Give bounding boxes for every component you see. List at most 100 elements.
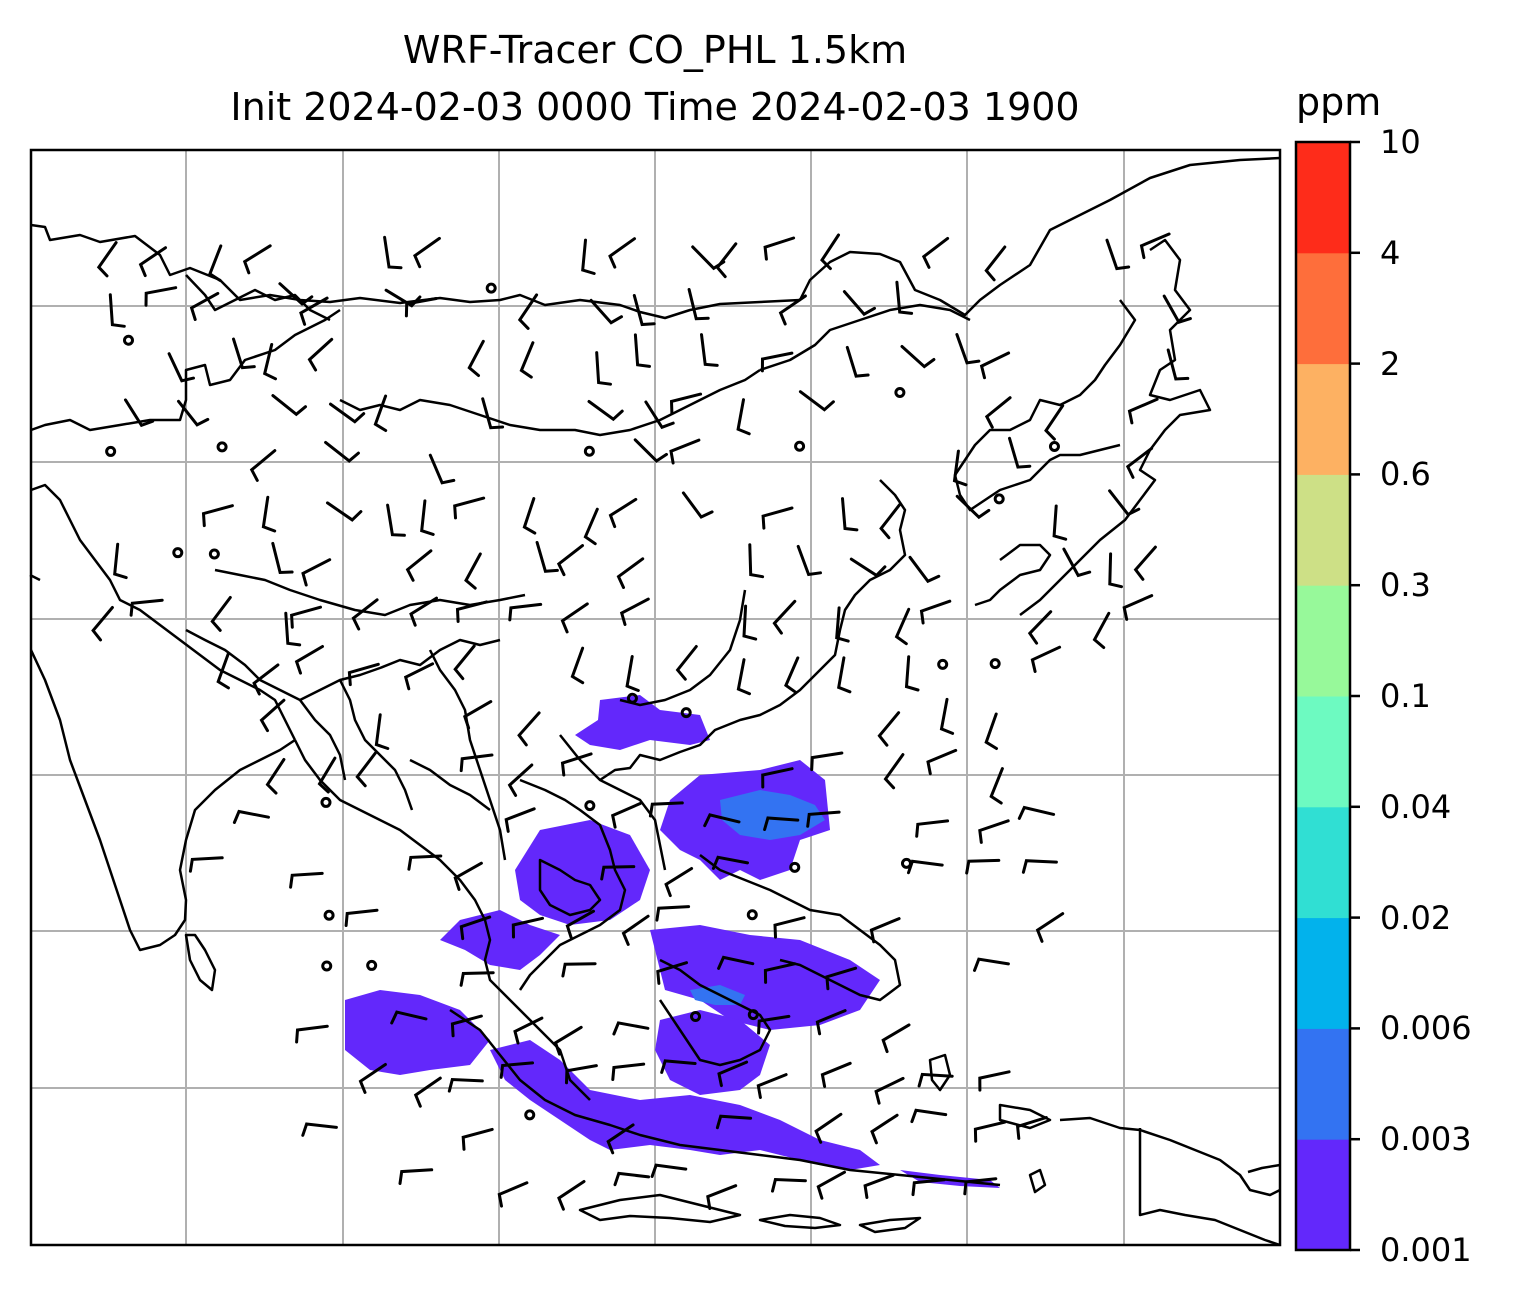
wind-barb xyxy=(763,236,796,261)
wind-barb xyxy=(499,1061,534,1079)
wind-barb xyxy=(664,867,694,898)
wind-barb xyxy=(347,662,380,687)
calm-wind-marker xyxy=(680,707,692,719)
colorbar-segment xyxy=(1296,1028,1350,1140)
wind-barb xyxy=(517,711,541,747)
wind-barb xyxy=(984,245,1007,282)
wind-barb xyxy=(978,1070,1011,1092)
wind-barb xyxy=(939,697,955,735)
colorbar-tick-label: 0.04 xyxy=(1380,787,1452,826)
wind-barb xyxy=(841,497,859,532)
wind-barb xyxy=(870,1113,899,1145)
wind-barb xyxy=(1062,547,1092,578)
calm-wind-marker xyxy=(900,857,912,869)
wind-barb xyxy=(711,855,749,870)
calm-wind-marker xyxy=(626,692,638,704)
colorbar-segment xyxy=(1296,585,1350,697)
wind-barb xyxy=(407,854,443,871)
wind-barb xyxy=(1108,489,1141,517)
wind-barb xyxy=(863,1173,895,1199)
wind-barb xyxy=(874,1076,905,1105)
colorbar-tick-label: 0.3 xyxy=(1380,566,1431,605)
wind-barb xyxy=(815,1009,847,1036)
calm-wind-marker xyxy=(789,861,801,873)
colorbar-tick-label: 0.001 xyxy=(1380,1231,1472,1269)
wind-barb xyxy=(329,402,366,424)
wind-barb xyxy=(249,449,277,482)
calm-wind-marker xyxy=(746,909,758,921)
wind-barb xyxy=(869,917,901,944)
wind-barb xyxy=(845,345,870,378)
wind-barb xyxy=(612,1021,650,1036)
wind-barb xyxy=(413,236,441,269)
wind-barb xyxy=(1122,594,1154,621)
wind-barb xyxy=(507,763,534,797)
wind-barb xyxy=(124,398,155,428)
wind-barb xyxy=(632,294,656,327)
wind-barb xyxy=(447,1077,484,1093)
wind-barb xyxy=(453,861,483,891)
wind-barb xyxy=(1108,552,1123,589)
wind-barb xyxy=(742,604,758,641)
wind-barb xyxy=(773,916,806,939)
wind-barb xyxy=(979,351,1011,380)
colorbar-tick-label: 0.003 xyxy=(1380,1120,1472,1159)
wind-barb xyxy=(519,341,535,379)
wind-barb xyxy=(1166,348,1190,381)
wind-barb xyxy=(915,819,950,838)
calm-wind-marker xyxy=(993,493,1005,505)
calm-wind-marker xyxy=(172,547,184,559)
wind-barb xyxy=(879,503,901,540)
wind-barb xyxy=(756,1073,788,1099)
wind-barb xyxy=(761,506,794,530)
wind-barb xyxy=(459,971,495,987)
wind-barb xyxy=(825,966,858,991)
wind-barb xyxy=(455,600,488,623)
wind-barb xyxy=(984,712,998,750)
wind-barb xyxy=(481,397,505,430)
wind-barb xyxy=(911,1178,946,1197)
calm-wind-marker xyxy=(690,1011,702,1023)
wind-barb xyxy=(978,819,1010,844)
colorbar-tick-label: 4 xyxy=(1380,233,1401,272)
wind-barb xyxy=(621,914,650,946)
wind-barb xyxy=(271,541,294,575)
wind-barb xyxy=(1139,232,1171,260)
wind-barb xyxy=(633,333,651,368)
wind-barb xyxy=(565,909,595,939)
wind-barb xyxy=(1008,436,1032,469)
wind-barb xyxy=(1052,504,1068,541)
wind-barb xyxy=(771,1177,807,1193)
colorbar-tick-label: 10 xyxy=(1380,123,1421,161)
calm-wind-marker xyxy=(584,800,596,812)
wind-barb xyxy=(96,241,118,278)
tracer-concentration-field xyxy=(345,695,1000,1188)
wind-barb xyxy=(108,293,126,328)
map-gridlines xyxy=(31,150,1280,1245)
wind-barb xyxy=(177,399,210,427)
wind-barb xyxy=(504,807,536,833)
wind-barb xyxy=(616,557,645,589)
wind-barb xyxy=(522,497,537,535)
wind-barb xyxy=(259,698,286,733)
wind-barb xyxy=(232,337,256,370)
wind-barb xyxy=(757,1014,791,1035)
wind-barb xyxy=(307,337,334,372)
wind-barb xyxy=(1133,545,1157,581)
calm-wind-circles xyxy=(105,282,1060,1121)
colorbar-segment xyxy=(1296,142,1350,254)
wind-barb xyxy=(625,655,640,692)
wind-barb xyxy=(1027,610,1053,645)
wind-barb xyxy=(386,503,406,537)
wind-barb xyxy=(895,280,914,315)
wind-barb xyxy=(188,856,224,873)
wind-barb xyxy=(650,1163,688,1178)
wind-barb xyxy=(404,297,438,318)
wind-barb xyxy=(715,242,738,279)
wind-barb xyxy=(835,606,850,643)
colorbar-unit-label: ppm xyxy=(1296,80,1382,124)
wind-barb xyxy=(613,1171,651,1187)
wind-barb xyxy=(595,351,612,386)
wind-barb xyxy=(403,662,435,691)
wind-barb xyxy=(849,557,887,578)
